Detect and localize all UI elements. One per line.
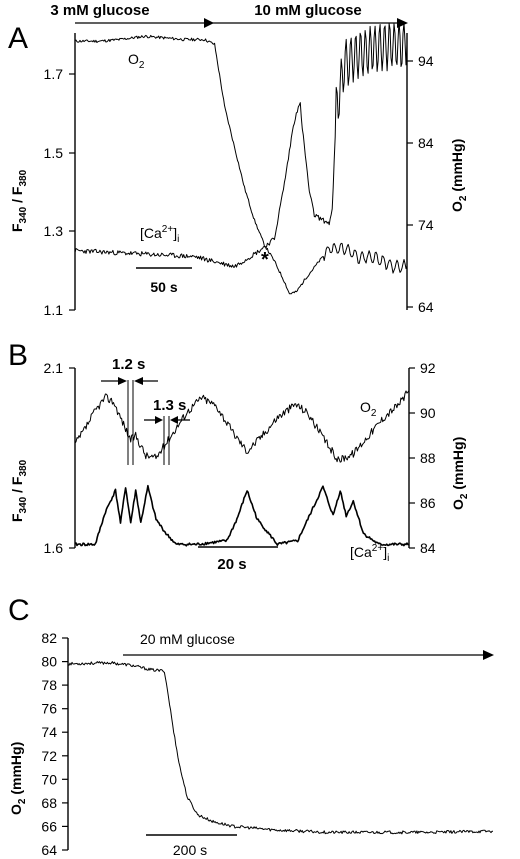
panel-a-left-axis: 1.7 1.5 1.3 1.1 F340 / F380: [9, 33, 76, 318]
panel-b-o2-label: O2: [360, 399, 377, 419]
panel-a-label: A: [8, 22, 28, 55]
y-right-tick-label: 94: [418, 53, 434, 69]
y-tick-label: 82: [41, 630, 57, 646]
panel-c-o2-trace: [67, 661, 494, 835]
panel-a: A 3 mM glucose 10 mM glucose 1.7 1.5 1.3…: [8, 2, 469, 318]
arrowhead: [134, 377, 143, 385]
y-right-tick-label: 92: [420, 360, 436, 376]
y-left-tick-label: 1.3: [44, 223, 64, 239]
y-tick-label: 80: [41, 654, 57, 670]
panel-b-scale-label: 20 s: [217, 556, 246, 573]
panel-c: C 20 mM glucose 82 80 78 76 74 72 70 68 …: [8, 594, 494, 858]
y-right-tick-label: 88: [420, 450, 436, 466]
panel-a-o2-trace: [74, 34, 408, 295]
y-left-tick-label: 1.5: [44, 145, 64, 161]
arrowhead: [118, 377, 127, 385]
panel-a-calcium-trace: [74, 20, 408, 268]
arrowhead: [155, 416, 163, 424]
panel-c-label: C: [8, 594, 30, 627]
y-left-tick-label: 1.7: [44, 66, 64, 82]
panel-a-right-axis: 94 84 74 64 O2 (mmHg): [406, 33, 469, 315]
panel-b-calcium-trace: [74, 484, 410, 547]
interval-1-label: 1.2 s: [112, 356, 145, 373]
arrowhead: [170, 416, 178, 424]
y-left-tick-label: 2.1: [44, 360, 64, 376]
y-tick-label: 66: [41, 818, 57, 834]
y-tick-label: 72: [41, 748, 57, 764]
panel-a-scale-label: 50 s: [150, 279, 177, 295]
panel-b-o2-trace: [74, 390, 410, 463]
y-right-tick-label: 84: [418, 135, 434, 151]
y-right-tick-label: 84: [420, 540, 436, 556]
y-left-axis-title: F340 / F380: [9, 459, 29, 522]
y-right-tick-label: 90: [420, 405, 436, 421]
panel-c-y-axis: 82 80 78 76 74 72 70 68 66 64 O2 (mmHg): [8, 630, 69, 858]
y-tick-label: 64: [41, 842, 57, 858]
panel-a-asterisk: *: [261, 249, 269, 271]
y-right-tick-label: 86: [420, 495, 436, 511]
glucose-20-arrowhead: [483, 650, 494, 660]
panel-b-label: B: [8, 339, 28, 372]
y-axis-title: O2 (mmHg): [8, 742, 28, 815]
y-left-tick-label: 1.1: [44, 302, 64, 318]
panel-b-interval-2: 1.3 s: [144, 397, 190, 465]
y-tick-label: 70: [41, 771, 57, 787]
panel-c-scale-label: 200 s: [173, 842, 207, 858]
panel-b-calcium-label: [Ca2+]i: [350, 543, 389, 564]
interval-2-label: 1.3 s: [153, 397, 186, 414]
panel-a-calcium-label: [Ca2+]i: [140, 224, 179, 245]
glucose-low-label: 3 mM glucose: [50, 2, 149, 19]
glucose-20-label: 20 mM glucose: [140, 631, 235, 647]
y-left-tick-label: 1.6: [44, 540, 64, 556]
y-right-tick-label: 74: [418, 217, 434, 233]
panel-b-right-axis: 92 90 88 86 84 O2 (mmHg): [408, 360, 470, 556]
glucose-high-label: 10 mM glucose: [254, 2, 362, 19]
y-right-tick-label: 64: [418, 299, 434, 315]
panel-b-interval-1: 1.2 s: [101, 356, 158, 465]
y-right-axis-title: O2 (mmHg): [449, 139, 469, 212]
y-tick-label: 76: [41, 701, 57, 717]
glucose-low-arrowhead: [204, 18, 214, 28]
panel-b: B 2.1 1.6 F340 / F380 92 90 88 86 84 O2 …: [8, 339, 470, 573]
panel-a-o2-label: O2: [128, 51, 145, 71]
panel-b-left-axis: 2.1 1.6 F340 / F380: [9, 360, 76, 556]
y-tick-label: 78: [41, 677, 57, 693]
y-left-axis-title: F340 / F380: [9, 169, 29, 232]
y-tick-label: 74: [41, 724, 57, 740]
y-tick-label: 68: [41, 795, 57, 811]
y-right-axis-title: O2 (mmHg): [450, 437, 470, 510]
